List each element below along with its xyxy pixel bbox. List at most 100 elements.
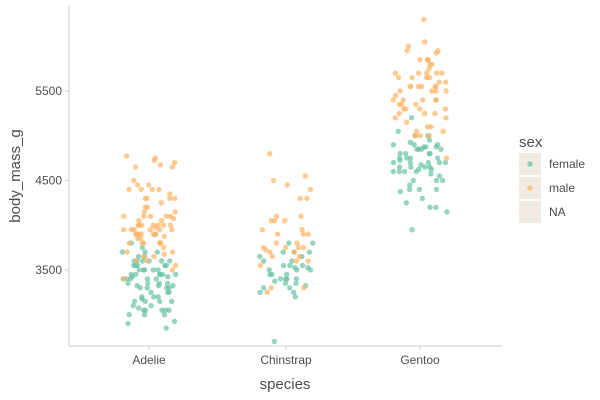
point-male-gentoo [403,119,410,126]
point-male-adelie [169,267,175,273]
point-male-adelie [149,186,155,193]
point-female-adelie [144,285,150,291]
point-female-gentoo [408,164,414,170]
point-male-chinstrap [260,244,267,251]
point-female-gentoo [428,171,434,177]
legend-label-na: NA [549,205,566,219]
point-male-gentoo [426,133,432,139]
point-female-chinstrap [292,265,298,271]
point-female-gentoo [408,115,415,121]
point-male-adelie [158,218,165,224]
point-male-adelie [132,164,139,170]
point-male-adelie [134,231,140,237]
point-female-gentoo [390,142,397,148]
point-female-gentoo [433,186,440,193]
point-female-gentoo [434,155,441,161]
point-female-adelie [171,318,178,325]
point-female-chinstrap [293,276,300,282]
point-female-gentoo [433,177,440,184]
point-male-chinstrap [296,253,302,260]
point-female-adelie [163,325,169,331]
point-male-chinstrap [304,195,310,202]
point-male-adelie [126,240,133,246]
point-female-adelie [134,262,141,269]
point-male-chinstrap [257,262,264,269]
point-male-adelie [172,195,178,202]
point-male-adelie [150,222,156,228]
point-male-chinstrap [267,150,273,157]
point-male-chinstrap [299,227,305,233]
point-male-adelie [151,253,157,260]
point-female-chinstrap [257,253,263,260]
legend-dot-male [527,185,533,191]
point-male-adelie [135,222,142,228]
point-female-chinstrap [283,271,290,278]
point-female-adelie [141,267,148,273]
point-female-chinstrap [266,267,272,273]
point-female-adelie [131,298,138,304]
point-male-gentoo [425,57,431,63]
point-male-gentoo [413,128,420,134]
legend: sex female male NA [519,134,585,223]
point-female-adelie [157,298,163,304]
point-female-adelie [157,271,163,278]
point-female-chinstrap [289,258,295,264]
point-male-chinstrap [294,240,300,246]
point-male-chinstrap [284,182,291,188]
legend-title: sex [519,134,543,151]
point-male-gentoo [433,97,439,103]
x-tick-label-chinstrap: Chinstrap [260,353,312,367]
point-female-gentoo [423,144,429,150]
point-male-adelie [161,251,167,257]
point-male-gentoo [435,48,441,54]
point-female-adelie [168,298,175,304]
point-female-adelie [162,307,169,313]
point-male-adelie [126,186,132,193]
point-male-adelie [139,240,146,246]
point-female-chinstrap [261,258,267,264]
point-male-chinstrap [305,258,311,264]
point-male-gentoo [421,16,427,23]
legend-key-na [519,201,541,223]
point-male-gentoo [417,106,423,112]
point-male-adelie [147,227,153,233]
point-male-gentoo [404,48,410,54]
point-male-adelie [167,195,173,202]
point-male-gentoo [429,61,435,67]
point-female-gentoo [403,150,409,157]
point-male-adelie [124,249,130,255]
point-female-adelie [155,294,161,300]
point-female-adelie [151,294,157,300]
point-female-adelie [155,267,161,273]
point-male-chinstrap [273,213,280,219]
point-female-adelie [167,258,173,264]
x-tick-label-adelie: Adelie [132,353,166,367]
point-female-adelie [142,298,148,304]
point-female-adelie [165,274,171,280]
point-male-adelie [128,227,134,233]
point-female-chinstrap [306,249,313,255]
point-female-gentoo [396,164,403,170]
point-male-gentoo [409,74,415,81]
point-female-gentoo [401,168,408,175]
point-male-adelie [135,235,141,242]
points-layer [119,16,450,345]
point-male-adelie [157,162,164,168]
point-female-adelie [139,294,145,300]
point-male-adelie [156,186,162,193]
point-female-gentoo [433,204,439,210]
point-male-adelie [144,258,150,264]
point-male-gentoo [424,70,430,76]
x-axis-title: species [260,376,311,393]
point-female-gentoo [407,155,414,161]
point-male-adelie [131,177,137,184]
point-male-gentoo [416,70,422,76]
point-male-gentoo [417,133,423,139]
point-female-adelie [142,249,148,255]
point-male-adelie [171,159,178,166]
point-male-gentoo [407,83,414,90]
point-female-adelie [125,280,131,287]
point-female-chinstrap [277,276,284,282]
point-female-adelie [136,267,142,273]
point-male-chinstrap [270,177,277,184]
